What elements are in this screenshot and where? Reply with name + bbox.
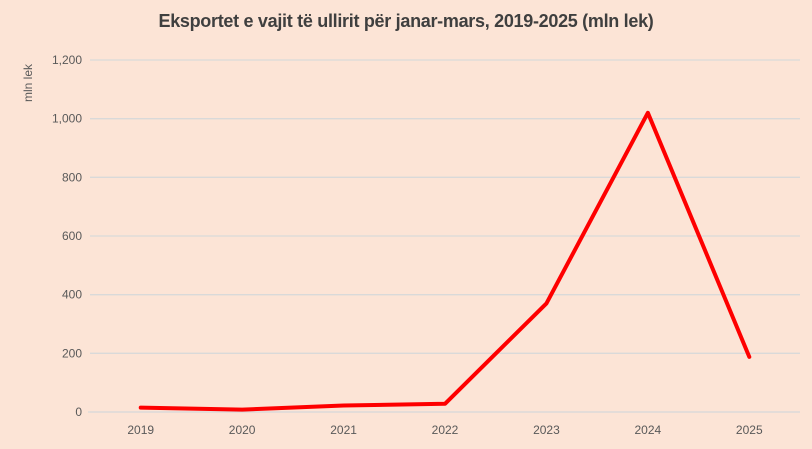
y-tick-label: 0 [75, 405, 82, 419]
x-tick-label: 2024 [635, 423, 662, 437]
y-tick-label: 1,000 [52, 112, 82, 126]
x-tick-label: 2021 [330, 423, 357, 437]
y-tick-label: 200 [62, 346, 82, 360]
series-line [138, 110, 752, 412]
x-tick-label: 2019 [127, 423, 154, 437]
y-tick-label: 600 [62, 229, 82, 243]
x-tick-label: 2025 [736, 423, 763, 437]
y-axis-title: mln lek [21, 63, 35, 102]
x-tick-label: 2020 [229, 423, 256, 437]
chart-title: Eksportet e vajit të ullirit për janar-m… [158, 11, 654, 31]
y-tick-label: 800 [62, 170, 82, 184]
y-tick-label: 400 [62, 288, 82, 302]
x-tick-label: 2022 [432, 423, 459, 437]
y-tick-label: 1,200 [52, 53, 82, 67]
x-tick-label: 2023 [533, 423, 560, 437]
